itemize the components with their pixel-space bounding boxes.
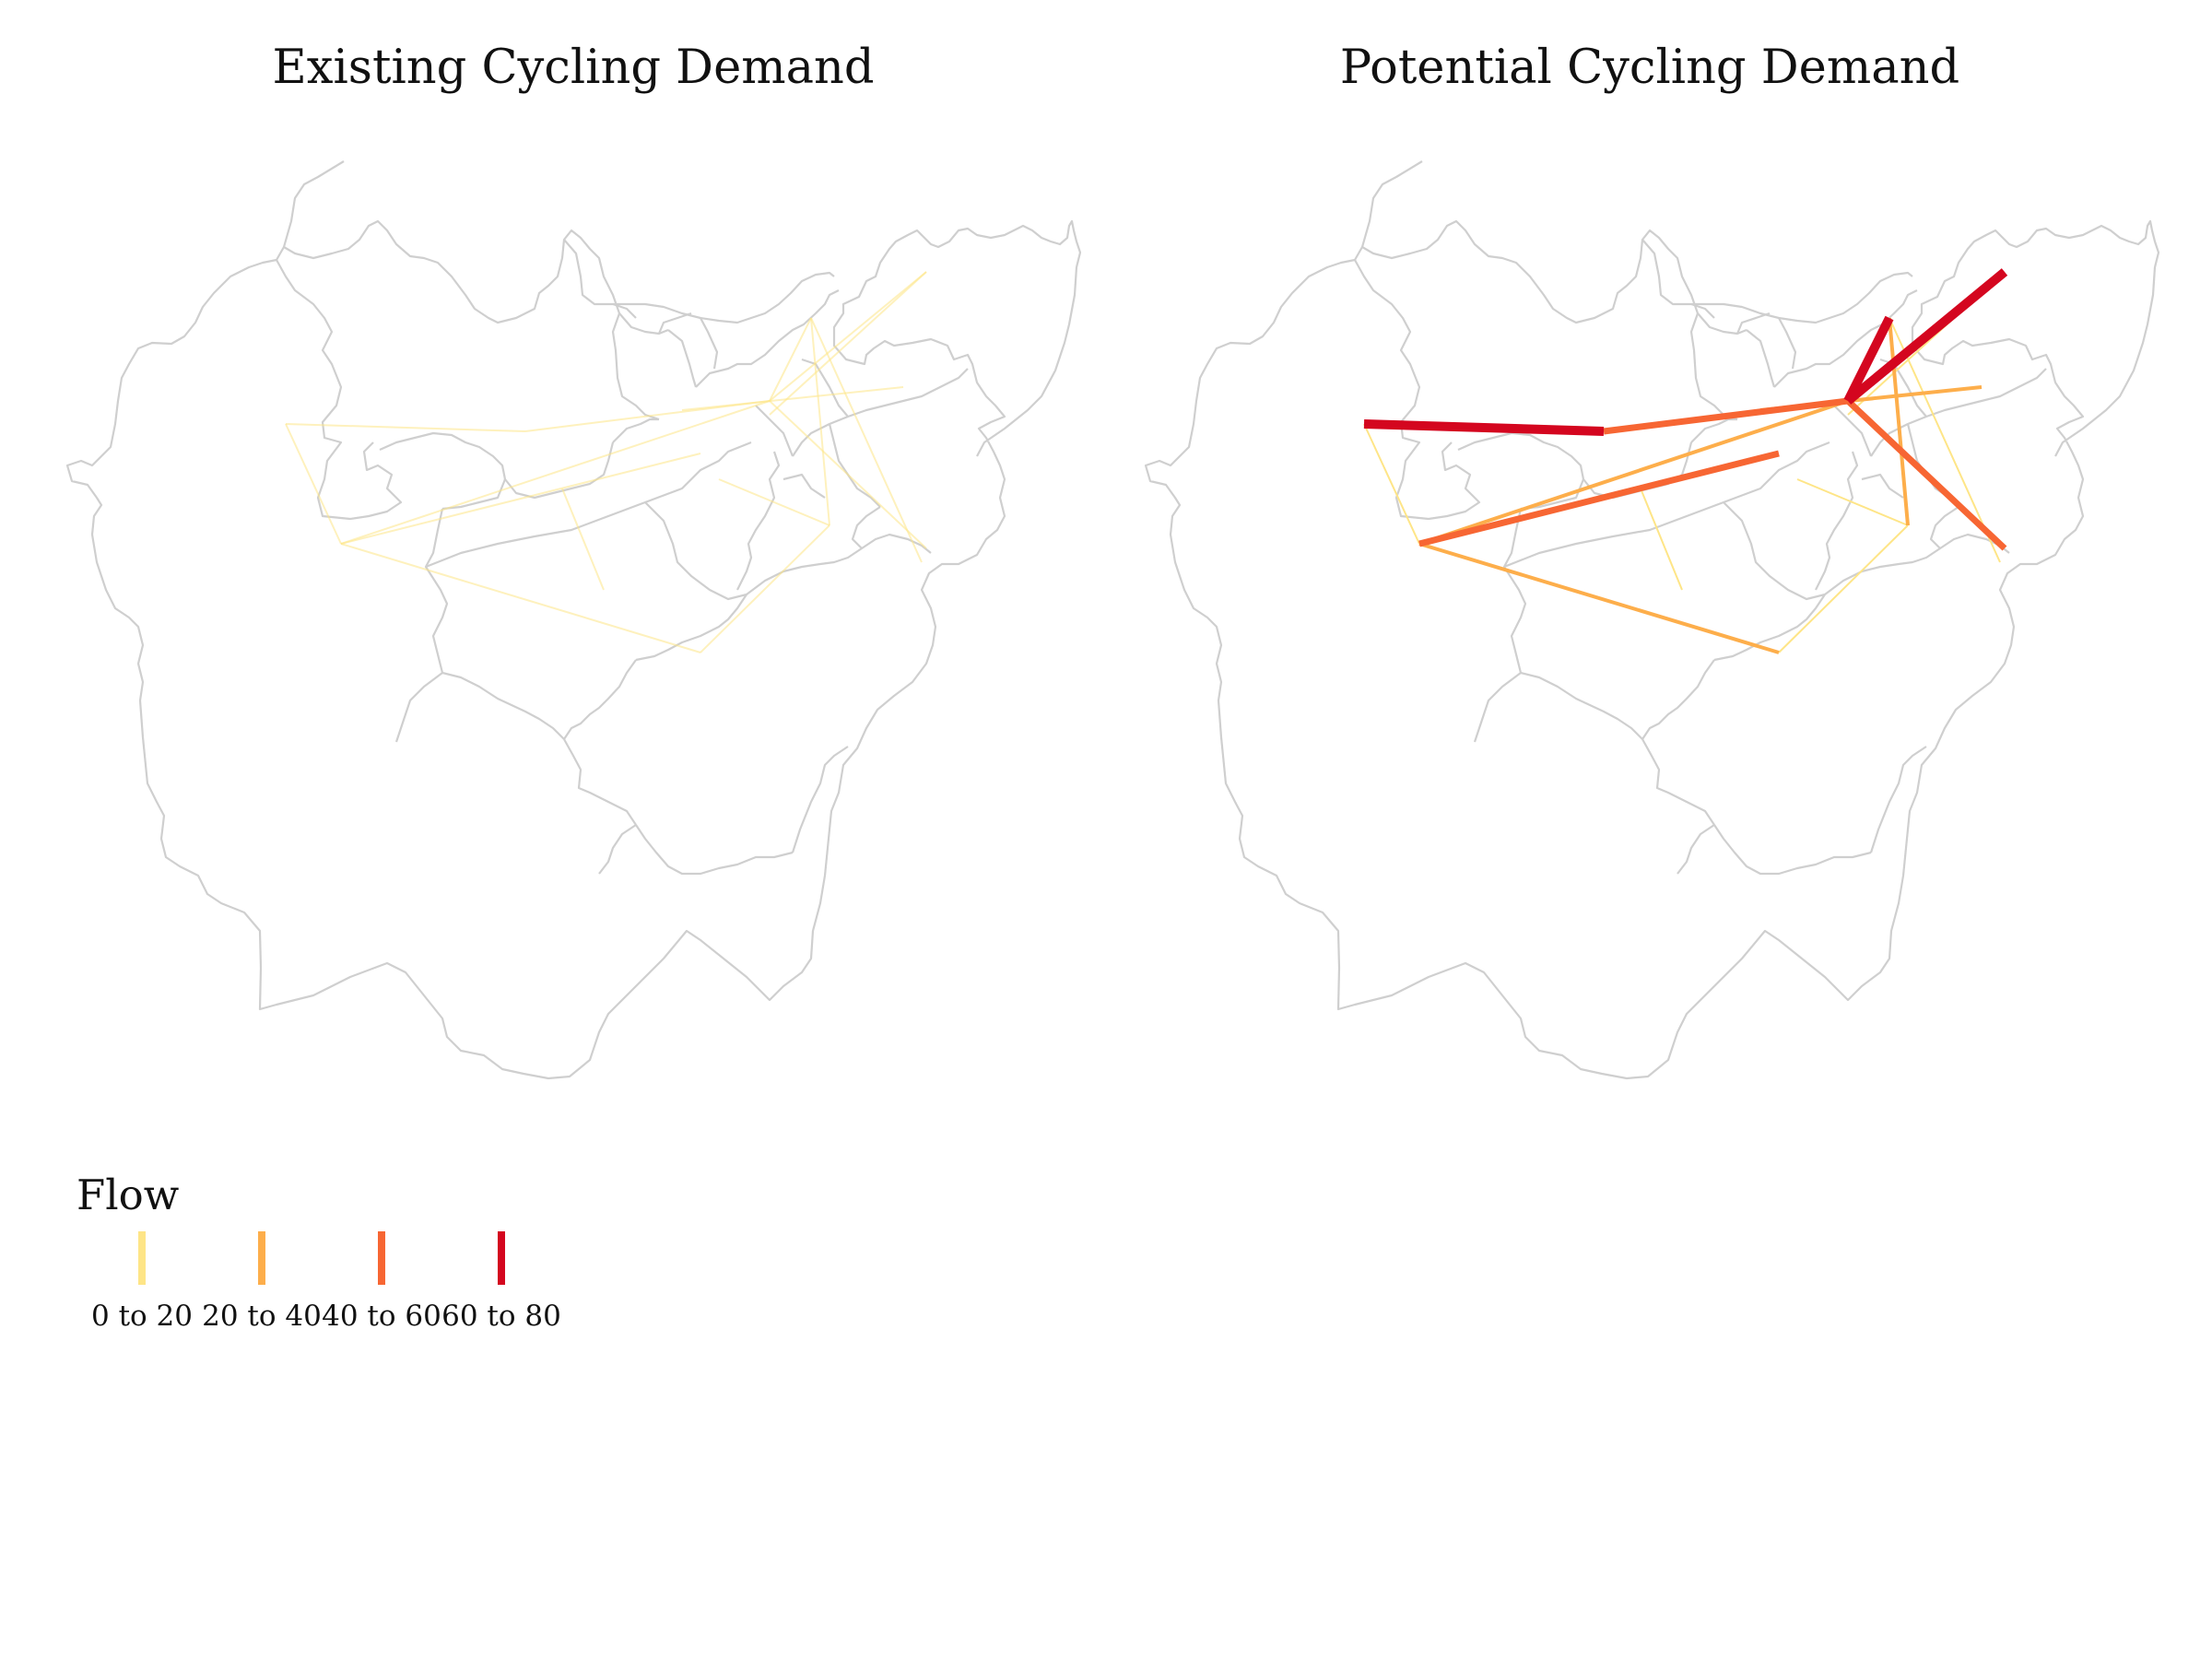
existing-flow-line [340, 400, 771, 545]
potential-flow-line [1796, 478, 1909, 526]
existing-flow-line [810, 317, 923, 563]
existing-flow-line [769, 317, 812, 402]
existing-flow-line [769, 271, 927, 402]
existing-flow-line [718, 478, 830, 526]
potential-flow-line [1603, 397, 1849, 435]
legend-label-20-40: 20 to 40 [202, 1300, 322, 1333]
existing-flow-line [810, 317, 830, 526]
potential-flow-line [1640, 488, 1683, 591]
left-map-boundaries [65, 159, 1082, 1080]
legend-keys [138, 1231, 505, 1285]
legend-label-60-80: 60 to 80 [441, 1300, 561, 1333]
right-map-boundaries [1144, 159, 2160, 1080]
right-map [1144, 159, 2160, 1080]
potential-flow-line [1363, 423, 1420, 545]
potential-flow-lines [1363, 268, 2008, 654]
potential-flow-line [1418, 399, 1849, 546]
panel-title-existing: Existing Cycling Demand [272, 41, 875, 95]
existing-flow-line [561, 488, 605, 591]
potential-flow-line [1888, 317, 1910, 526]
existing-flow-line [681, 386, 904, 411]
left-map [65, 159, 1082, 1080]
existing-flow-lines [285, 271, 927, 653]
potential-flow-line [1888, 317, 2001, 563]
existing-flow-line [700, 524, 830, 653]
potential-flow-line [1844, 268, 2008, 405]
existing-flow-line [769, 400, 927, 549]
legend-title: Flow [76, 1171, 180, 1219]
legend-label-40-60: 40 to 60 [322, 1300, 441, 1333]
legend-label-0-20: 0 to 20 [91, 1300, 193, 1333]
potential-flow-line [1418, 450, 1780, 547]
potential-flow-line [1418, 542, 1780, 654]
panel-title-potential: Potential Cycling Demand [1339, 41, 1960, 95]
potential-flow-line [1843, 315, 1894, 404]
existing-flow-line [285, 423, 342, 545]
potential-flow-line [1845, 398, 2007, 551]
existing-flow-line [769, 271, 927, 416]
existing-flow-line [340, 453, 701, 545]
existing-flow-line [340, 543, 701, 653]
potential-flow-line [1363, 419, 1605, 436]
potential-flow-line [1778, 524, 1909, 653]
existing-flow-line [285, 423, 526, 432]
